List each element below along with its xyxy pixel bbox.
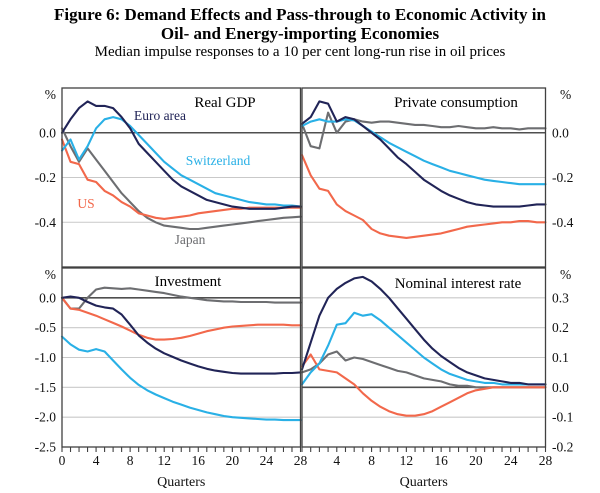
series-label: Euro area <box>134 108 186 123</box>
figure-title-line1: Figure 6: Demand Effects and Pass-throug… <box>54 5 546 24</box>
y-tick-label: -0.4 <box>35 215 57 230</box>
y-tick-label: -0.2 <box>35 170 56 185</box>
panel-border <box>301 87 547 268</box>
x-tick-label: 24 <box>504 453 518 468</box>
series-line-switzerland <box>60 335 302 422</box>
x-axis-title: Quarters <box>157 475 205 490</box>
x-tick-label: 28 <box>539 453 553 468</box>
y-axis-unit-label: % <box>560 267 571 282</box>
panel-title: Private consumption <box>394 95 518 111</box>
panel-title: Investment <box>155 274 222 290</box>
series-line-japan <box>60 127 302 231</box>
series-line-us <box>300 353 547 417</box>
x-tick-label: 16 <box>192 453 206 468</box>
y-tick-label: 0.1 <box>552 350 569 365</box>
y-axis-unit-label: % <box>560 87 571 102</box>
y-tick-label: 0.0 <box>39 125 56 140</box>
series-line-switzerland <box>300 118 547 186</box>
y-tick-label: -2.0 <box>35 410 57 425</box>
y-tick-label: -0.2 <box>552 170 573 185</box>
y-tick-label: -0.4 <box>552 215 574 230</box>
series-line-us <box>60 296 302 341</box>
series-line-euro-area <box>300 100 547 208</box>
series-line-japan <box>300 111 547 150</box>
y-axis-unit-label: % <box>45 87 56 102</box>
series-label: Japan <box>175 232 206 247</box>
panel-title: Real GDP <box>194 95 255 111</box>
x-tick-label: 4 <box>333 453 340 468</box>
series-label: US <box>77 196 94 211</box>
figure-subtitle: Median impulse responses to a 10 per cen… <box>94 44 506 60</box>
panel-border <box>61 87 302 268</box>
series-line-japan <box>60 286 302 310</box>
y-tick-label: -0.1 <box>552 410 573 425</box>
x-tick-label: 8 <box>368 453 375 468</box>
y-tick-label: -0.2 <box>552 440 573 455</box>
series-line-switzerland <box>300 311 547 386</box>
x-tick-label: 16 <box>434 453 448 468</box>
y-tick-label: 0.3 <box>552 290 569 305</box>
x-tick-label: 12 <box>400 453 414 468</box>
x-tick-label: 0 <box>59 453 66 468</box>
y-tick-label: -1.5 <box>35 380 57 395</box>
y-tick-label: -2.5 <box>35 440 57 455</box>
y-tick-label: 0.0 <box>552 125 569 140</box>
panel-title: Nominal interest rate <box>395 276 522 292</box>
series-line-switzerland <box>60 116 302 208</box>
x-tick-label: 20 <box>226 453 240 468</box>
series-line-us <box>300 154 547 239</box>
y-tick-label: 0.2 <box>552 320 569 335</box>
x-axis-title: Quarters <box>400 475 448 490</box>
series-label: Switzerland <box>186 153 251 168</box>
x-tick-label: 24 <box>260 453 274 468</box>
x-tick-label: 28 <box>294 453 308 468</box>
y-tick-label: 0.0 <box>39 290 56 305</box>
y-tick-label: -1.0 <box>35 350 57 365</box>
x-tick-label: 20 <box>469 453 483 468</box>
x-tick-label: 4 <box>93 453 100 468</box>
figure-title-line2: Oil- and Energy-importing Economies <box>160 24 440 43</box>
x-tick-label: 12 <box>157 453 171 468</box>
y-tick-label: -0.5 <box>35 320 57 335</box>
x-tick-label: 8 <box>127 453 134 468</box>
y-tick-label: 0.0 <box>552 380 569 395</box>
series-line-euro-area <box>60 100 302 210</box>
series-line-euro-area <box>60 295 302 375</box>
series-line-euro-area <box>300 275 547 386</box>
series-line-us <box>60 138 302 220</box>
y-axis-unit-label: % <box>45 267 56 282</box>
